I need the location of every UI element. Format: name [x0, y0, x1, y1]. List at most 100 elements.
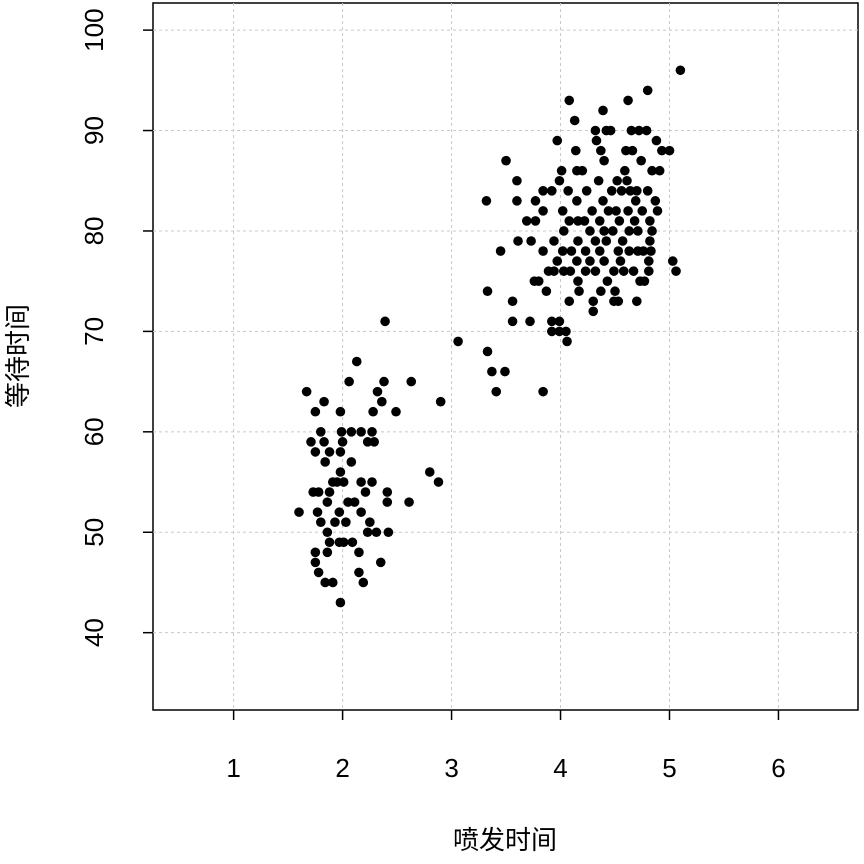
point [623, 95, 633, 106]
point [541, 286, 552, 297]
point [581, 185, 592, 196]
point [645, 236, 655, 246]
point [594, 216, 605, 226]
point [606, 185, 617, 196]
point [482, 286, 493, 297]
point [573, 276, 583, 286]
point [577, 165, 588, 176]
point [671, 266, 681, 276]
point [334, 507, 345, 517]
point [549, 266, 559, 276]
point [369, 437, 379, 447]
point [346, 427, 357, 437]
point [585, 256, 595, 266]
point [310, 547, 321, 558]
point [554, 316, 565, 327]
y-tick-label: 70 [79, 317, 109, 346]
point [356, 427, 366, 437]
point [564, 296, 575, 307]
point [375, 557, 386, 568]
point [643, 266, 654, 276]
point [605, 125, 616, 136]
point [552, 256, 563, 266]
point [371, 527, 382, 538]
point [596, 286, 606, 297]
point [557, 206, 568, 216]
point [623, 206, 633, 216]
point [324, 487, 335, 497]
point [338, 477, 349, 487]
point [598, 105, 608, 116]
x-tick-label: 2 [335, 753, 349, 783]
point [572, 196, 582, 206]
point [561, 326, 571, 337]
point [633, 226, 643, 236]
point [310, 447, 321, 457]
point [590, 266, 601, 276]
point [301, 386, 312, 397]
point [512, 196, 522, 206]
point [367, 477, 377, 487]
point [324, 447, 335, 457]
y-tick-label: 50 [79, 518, 109, 547]
point [382, 497, 393, 507]
point [591, 135, 602, 146]
point [547, 316, 557, 327]
point [637, 206, 648, 216]
point [599, 155, 609, 166]
point [322, 497, 333, 507]
point [616, 185, 627, 196]
point [664, 145, 675, 156]
point [377, 396, 387, 407]
point [554, 175, 565, 186]
point [642, 85, 653, 96]
point [556, 165, 567, 176]
point [588, 306, 599, 317]
point [614, 216, 625, 226]
point [513, 236, 523, 246]
point [613, 246, 624, 256]
point [344, 376, 354, 387]
point [538, 185, 548, 196]
point [319, 396, 329, 407]
point [599, 256, 609, 266]
point [594, 246, 605, 256]
point [590, 236, 601, 246]
point [611, 206, 621, 216]
point [507, 316, 518, 327]
point [313, 567, 324, 578]
point [566, 246, 577, 256]
y-axis-label: 等待时间 [3, 304, 33, 408]
point [627, 145, 638, 156]
point [330, 517, 340, 528]
point [336, 427, 347, 437]
point [487, 366, 497, 377]
point [306, 437, 316, 447]
point [580, 266, 591, 276]
y-tick-label: 100 [79, 8, 109, 51]
x-tick-label: 4 [553, 753, 567, 783]
point [346, 457, 357, 467]
point [294, 507, 304, 517]
x-tick-label: 3 [444, 753, 458, 783]
point [358, 577, 369, 588]
point [572, 256, 582, 266]
point [557, 246, 568, 256]
point [634, 125, 644, 136]
point [313, 487, 324, 497]
point [602, 276, 613, 286]
point [368, 406, 378, 417]
point [482, 346, 493, 357]
point [433, 477, 444, 487]
point [613, 296, 624, 307]
point [647, 165, 657, 176]
point [574, 286, 584, 297]
point [590, 125, 601, 136]
point [337, 437, 348, 447]
point [435, 396, 446, 407]
point [547, 185, 557, 196]
point [349, 497, 360, 507]
point [630, 196, 641, 206]
point [382, 487, 393, 497]
point [538, 246, 548, 256]
